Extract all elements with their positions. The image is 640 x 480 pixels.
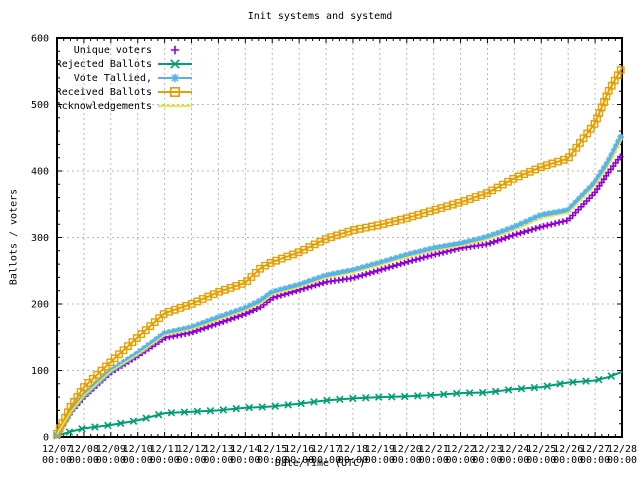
x-tick-label-date: 12/22 [446,444,476,455]
grid-lines [57,38,622,437]
chart-title: Init systems and systemd [247,11,393,22]
series-unique-voters [53,153,624,439]
x-tick-label-time: 00:00 [472,455,502,466]
legend-marker-sample [158,59,192,69]
x-tick-label-time: 00:00 [365,455,395,466]
legend-row-unique-voters: Unique voters [50,43,194,57]
x-axis-label: Date/Time (UTC) [274,458,366,469]
legend-marker-sample [158,105,192,107]
legend-label: Acknowledgements [55,100,152,112]
x-tick-label-date: 12/14 [230,444,260,455]
x-tick-label-date: 12/08 [69,444,99,455]
x-tick-label-date: 12/09 [96,444,126,455]
x-tick-label-date: 12/15 [257,444,287,455]
x-tick-label-time: 00:00 [284,455,314,466]
x-tick-label-date: 12/18 [338,444,368,455]
legend-label: Received Ballots [55,86,152,98]
x-tick-label-time: 00:00 [392,455,422,466]
x-tick-label-date: 12/11 [150,444,180,455]
y-tick-label: 300 [31,233,49,244]
x-tick-label-date: 12/23 [472,444,502,455]
series-acknowledgements [56,138,623,435]
x-tick-label-date: 12/17 [311,444,341,455]
x-tick-label-time: 00:00 [96,455,126,466]
square-markers [53,66,625,438]
x-tick-label-time: 00:00 [338,455,368,466]
x-tick-label-time: 00:00 [311,455,341,466]
y-tick-label: 500 [31,100,49,111]
y-tick-label: 200 [31,300,49,311]
y-tick-label: 100 [31,366,49,377]
y-axis-label: Ballots / voters [8,188,20,286]
x-tick-label-date: 12/24 [499,444,529,455]
x-tick-label-date: 12/25 [526,444,556,455]
x-tick-label-time: 00:00 [446,455,476,466]
x-tick-label-date: 12/27 [580,444,610,455]
x-tick-label-time: 00:00 [230,455,260,466]
legend-row-vote-tallied: Vote Tallied, [50,71,194,85]
legend-row-acknowledgements: Acknowledgements [50,99,194,113]
legend-label: Unique voters [73,44,152,56]
plot-border [56,37,623,438]
x-tick-label-date: 12/26 [553,444,583,455]
y-tick-label: 400 [31,167,49,178]
series-vote-tallied [53,133,624,439]
x-tick-label-time: 00:00 [150,455,180,466]
x-tick-label-time: 00:00 [499,455,529,466]
legend-label: Rejected Ballots [55,58,152,70]
legend-marker-sample [170,45,180,55]
x-tick-label-time: 00:00 [526,455,556,466]
plus-markers [53,153,624,439]
x-tick-label-time: 00:00 [580,455,610,466]
legend: Unique voters Rejected Ballots Vote Tall… [50,43,194,113]
legend-row-received-ballots: Received Ballots [50,85,194,99]
x-tick-label-date: 12/10 [123,444,153,455]
x-tick-label-time: 00:00 [69,455,99,466]
star-markers [53,133,624,439]
x-tick-label-date: 12/12 [176,444,206,455]
y-tick-label: 600 [31,34,49,45]
x-tick-label-date: 12/20 [392,444,422,455]
x-tick-label-date: 12/07 [42,444,72,455]
legend-marker-sample [158,73,192,83]
x-tick-label-time: 00:00 [42,455,72,466]
y-tick-label: 0 [43,433,49,444]
x-tick-label-time: 00:00 [257,455,287,466]
x-tick-label-date: 12/13 [203,444,233,455]
x-tick-label-date: 12/28 [607,444,637,455]
x-tick-label-time: 00:00 [203,455,233,466]
x-tick-label-time: 00:00 [123,455,153,466]
x-tick-label-time: 00:00 [607,455,637,466]
x-tick-label-date: 12/19 [365,444,395,455]
x-tick-label-time: 00:00 [176,455,206,466]
legend-marker-sample [158,87,192,97]
x-tick-label-date: 12/16 [284,444,314,455]
x-tick-label-date: 12/21 [419,444,449,455]
x-tick-label-time: 00:00 [553,455,583,466]
x-tick-label-time: 00:00 [419,455,449,466]
legend-label: Vote Tallied, [73,72,152,84]
series-received-ballots [53,66,625,438]
series-rejected-ballots [53,370,623,440]
legend-row-rejected-ballots: Rejected Ballots [50,57,194,71]
